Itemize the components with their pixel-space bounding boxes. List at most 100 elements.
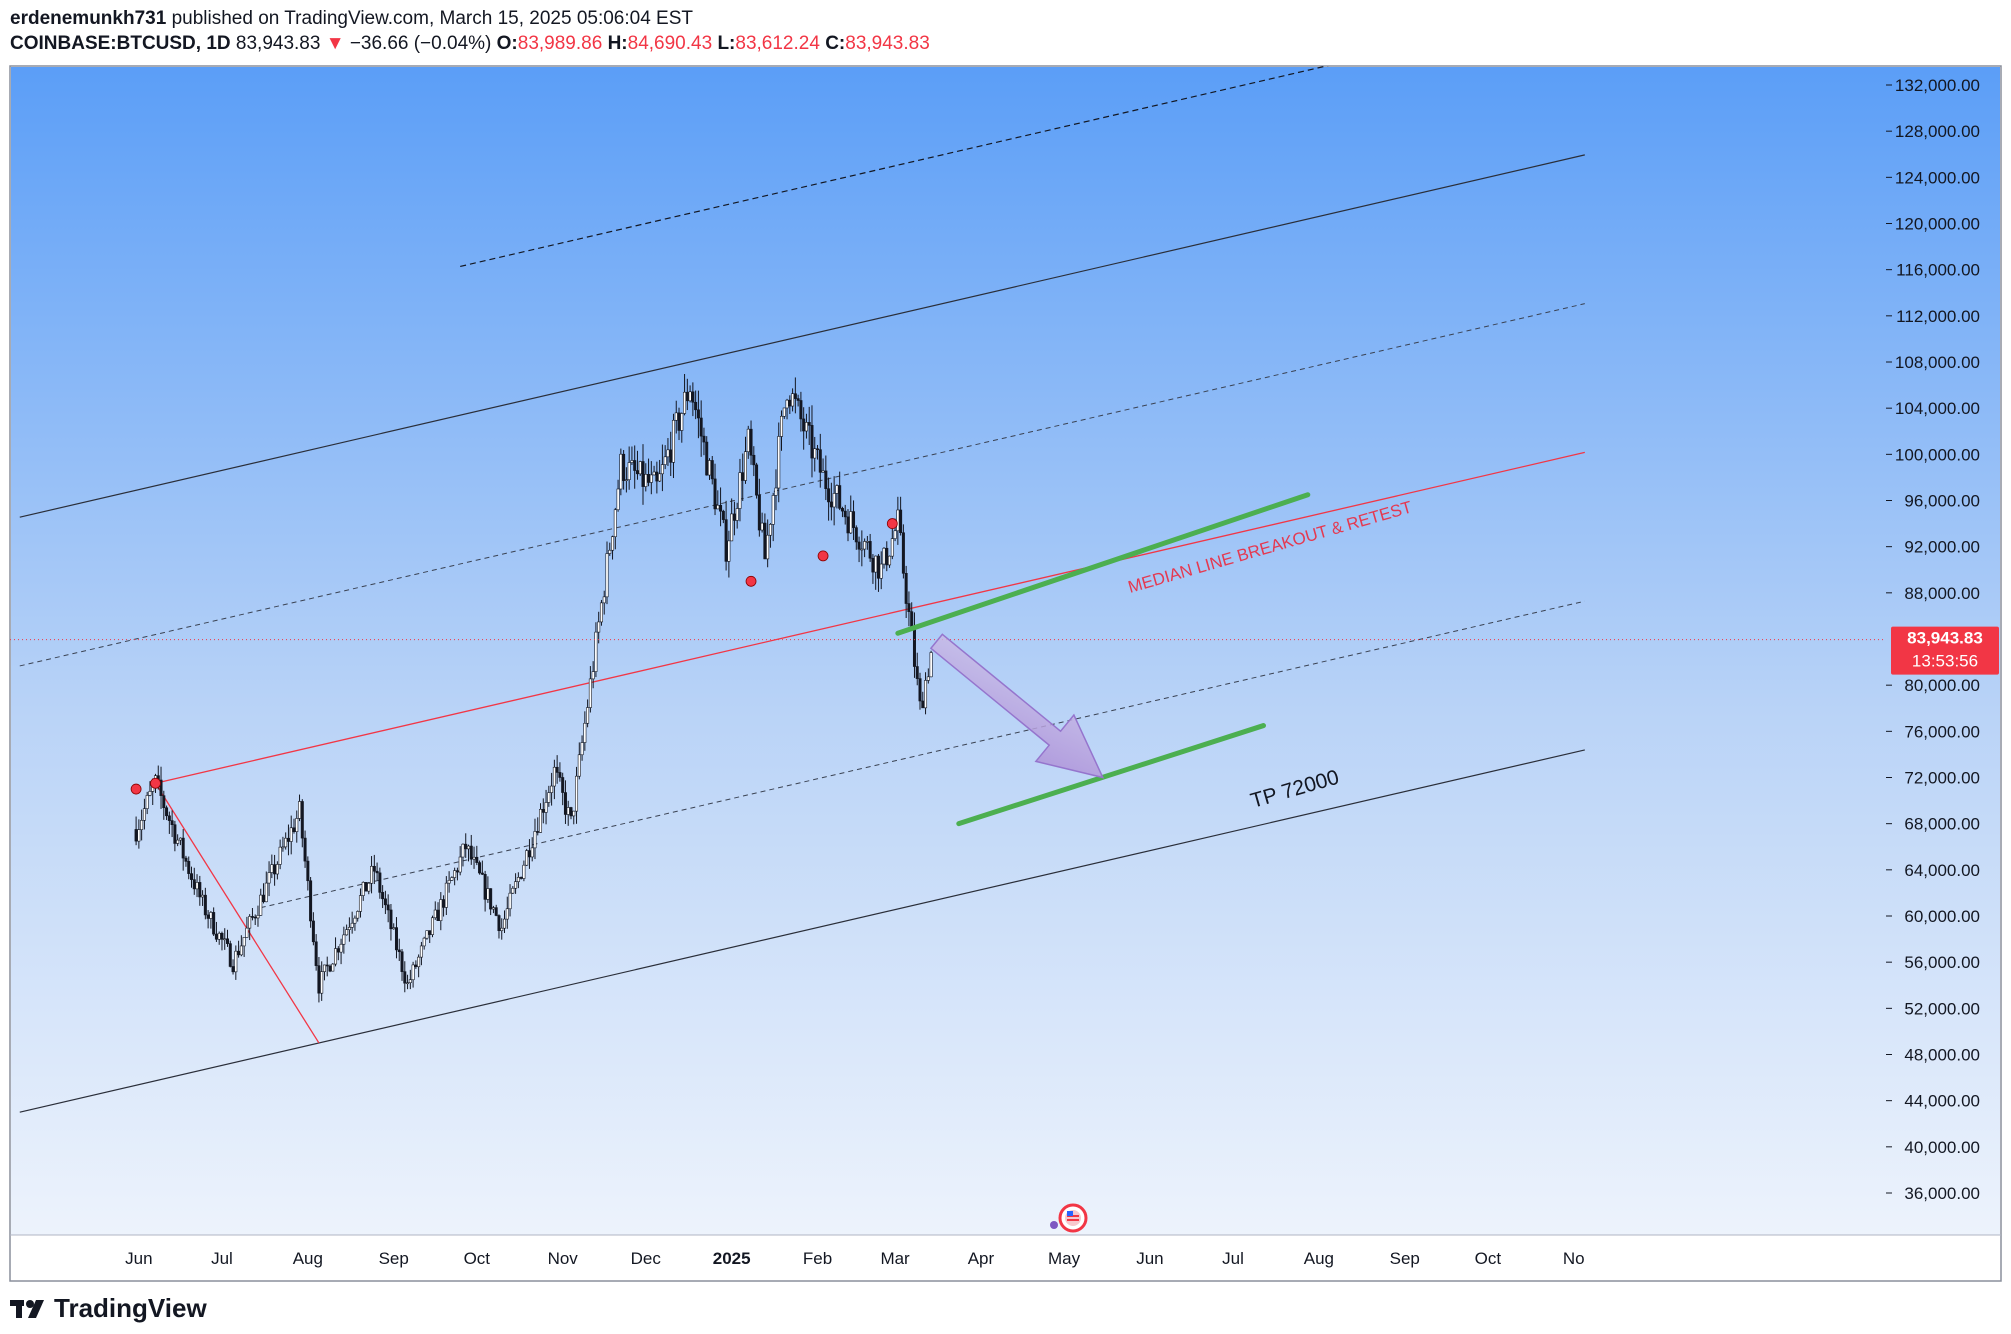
candle-up bbox=[322, 964, 326, 972]
candle-up bbox=[566, 807, 570, 815]
last-price-label: 83,943.83 bbox=[1907, 629, 1983, 648]
x-tick-label: Aug bbox=[1304, 1249, 1334, 1268]
candle-up bbox=[688, 391, 692, 402]
target-arrow-icon bbox=[929, 633, 1105, 779]
news-flag-icon[interactable] bbox=[1050, 1203, 1088, 1233]
candle-up bbox=[865, 541, 869, 543]
candle-down bbox=[827, 488, 831, 503]
candle-up bbox=[430, 917, 434, 935]
author-name[interactable]: erdenemunkh731 bbox=[10, 8, 167, 29]
y-tick-label: 76,000.00 bbox=[1904, 722, 1980, 741]
candle-down bbox=[383, 898, 387, 906]
candle-up bbox=[342, 934, 346, 945]
y-tick-label: 124,000.00 bbox=[1895, 168, 1980, 187]
candle-up bbox=[195, 882, 199, 890]
candle-up bbox=[239, 945, 243, 956]
candle-down bbox=[165, 807, 169, 817]
candle-up bbox=[450, 877, 454, 881]
candle-down bbox=[807, 422, 811, 426]
candle-up bbox=[370, 865, 374, 884]
candle-down bbox=[818, 449, 822, 473]
candle-down bbox=[519, 877, 523, 879]
candle-down bbox=[162, 795, 166, 809]
pitchfork-handle-line bbox=[154, 782, 320, 1044]
candle-down bbox=[403, 971, 407, 984]
candle-up bbox=[860, 548, 864, 551]
candle-down bbox=[710, 460, 714, 480]
candle-up bbox=[644, 474, 648, 487]
candle-up bbox=[924, 680, 928, 709]
y-tick-label: 112,000.00 bbox=[1896, 307, 1980, 326]
candle-up bbox=[503, 918, 507, 929]
candle-up bbox=[298, 801, 302, 819]
candle-up bbox=[674, 412, 678, 421]
candle-down bbox=[375, 870, 379, 874]
candle-down bbox=[563, 792, 567, 815]
x-tick-label: 2025 bbox=[713, 1249, 751, 1268]
candle-up bbox=[780, 415, 784, 437]
candle-down bbox=[536, 831, 540, 833]
candle-up bbox=[278, 846, 282, 865]
x-tick-label: Feb bbox=[803, 1249, 832, 1268]
candle-down bbox=[635, 470, 639, 475]
tradingview-brand[interactable]: TradingView bbox=[10, 1293, 207, 1324]
candle-down bbox=[309, 880, 313, 922]
candle-up bbox=[671, 419, 675, 463]
price-axis[interactable]: 132,000.00 128,000.00 124,000.00 120,000.00… bbox=[1886, 76, 1980, 1203]
candle-down bbox=[311, 920, 315, 943]
candle-up bbox=[137, 829, 141, 842]
y-tick-label: 100,000.00 bbox=[1895, 445, 1980, 464]
candle-down bbox=[364, 882, 368, 892]
candle-down bbox=[876, 555, 880, 579]
candle-up bbox=[433, 909, 437, 919]
candle-down bbox=[755, 464, 759, 496]
candle-down bbox=[901, 532, 905, 574]
candle-up bbox=[813, 448, 817, 459]
candle-up bbox=[707, 460, 711, 476]
candle-up bbox=[804, 422, 808, 432]
time-axis[interactable]: Jun Jul Aug Sep Oct Nov Dec 2025 Feb Mar Apr May Jun… bbox=[125, 1249, 1584, 1268]
candle-up bbox=[486, 888, 490, 900]
candle-up bbox=[652, 471, 656, 476]
candle-up bbox=[683, 391, 687, 414]
candle-down bbox=[317, 965, 321, 994]
change-value: −36.66 (−0.04%) bbox=[349, 33, 492, 54]
candle-up bbox=[334, 948, 338, 965]
candle-down bbox=[286, 837, 290, 842]
candle-down bbox=[702, 435, 706, 443]
symbol-name[interactable]: COINBASE:BTCUSD, 1D bbox=[10, 33, 231, 54]
candle-down bbox=[478, 862, 482, 874]
median-line bbox=[155, 451, 1585, 784]
candle-down bbox=[192, 879, 196, 890]
candle-up bbox=[358, 895, 362, 912]
publish-text: published on TradingView.com, March 15, … bbox=[171, 8, 694, 29]
candle-up bbox=[863, 541, 867, 550]
y-tick-label: 108,000.00 bbox=[1895, 353, 1980, 372]
candle-up bbox=[649, 474, 653, 483]
candle-up bbox=[624, 479, 628, 481]
x-tick-label: Apr bbox=[968, 1249, 995, 1268]
candle-down bbox=[292, 827, 296, 832]
candle-up bbox=[491, 907, 495, 910]
candle-down bbox=[622, 453, 626, 481]
x-tick-label: Dec bbox=[631, 1249, 662, 1268]
candle-up bbox=[511, 887, 515, 894]
price-tag[interactable]: 83,943.83 13:53:56 bbox=[1891, 626, 1999, 675]
candle-up bbox=[716, 504, 720, 510]
candle-down bbox=[173, 824, 177, 844]
x-tick-label: Aug bbox=[293, 1249, 323, 1268]
x-tick-label: Jun bbox=[125, 1249, 152, 1268]
candle-up bbox=[408, 979, 412, 984]
candle-down bbox=[677, 412, 681, 431]
y-tick-label: 52,000.00 bbox=[1904, 999, 1980, 1018]
candle-down bbox=[214, 933, 218, 940]
y-tick-label: 120,000.00 bbox=[1895, 215, 1980, 234]
breakout-highlight-line bbox=[895, 492, 1311, 636]
candle-down bbox=[899, 509, 903, 534]
candle-down bbox=[719, 504, 723, 512]
candle-up bbox=[613, 509, 617, 538]
candle-down bbox=[372, 865, 376, 872]
candle-down bbox=[699, 417, 703, 437]
candle-up bbox=[439, 899, 443, 922]
